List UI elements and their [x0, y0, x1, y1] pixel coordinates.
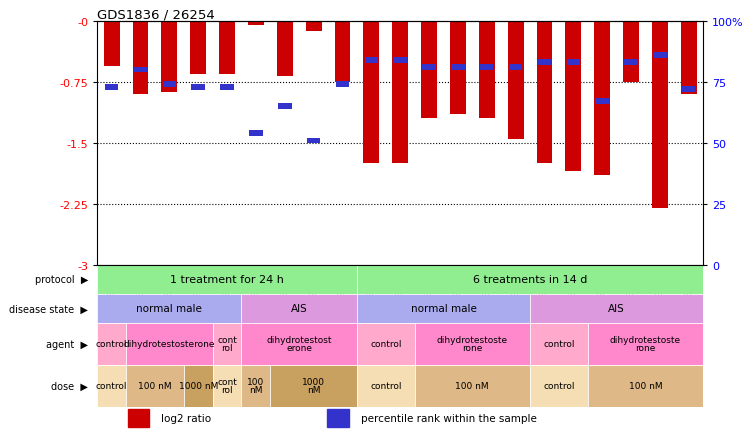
Bar — [126, 365, 184, 407]
Bar — [357, 265, 703, 294]
Bar — [105, 85, 118, 90]
Bar — [653, 53, 666, 59]
Bar — [566, 60, 580, 66]
Text: AIS: AIS — [608, 304, 625, 314]
Bar — [132, 22, 148, 95]
Bar — [162, 22, 177, 93]
Bar — [480, 65, 494, 71]
Bar — [530, 323, 588, 365]
Bar — [212, 365, 242, 407]
Bar — [184, 365, 212, 407]
Bar — [336, 82, 349, 88]
Bar — [357, 294, 530, 323]
Bar — [277, 22, 292, 77]
Bar — [162, 82, 176, 88]
Bar — [479, 22, 494, 119]
Text: control: control — [96, 339, 127, 349]
Bar — [625, 60, 638, 66]
Bar — [450, 22, 466, 115]
Bar — [393, 58, 407, 63]
Bar — [530, 365, 588, 407]
Bar — [242, 365, 270, 407]
Bar — [623, 22, 639, 82]
Bar — [414, 365, 530, 407]
Text: cont
rol: cont rol — [217, 377, 237, 395]
Bar — [249, 131, 263, 137]
Bar — [565, 22, 581, 172]
Bar — [134, 68, 147, 73]
Bar — [588, 365, 703, 407]
Bar — [191, 85, 205, 90]
Bar — [306, 22, 322, 31]
Text: dihydrotestoste
rone: dihydrotestoste rone — [437, 335, 508, 353]
Bar — [248, 22, 264, 26]
Text: AIS: AIS — [291, 304, 307, 314]
Bar — [212, 323, 242, 365]
Bar — [97, 265, 357, 294]
Text: cont
rol: cont rol — [217, 335, 237, 353]
Bar — [278, 104, 292, 110]
Text: control: control — [543, 339, 574, 349]
Bar — [509, 65, 522, 71]
Bar — [392, 22, 408, 164]
Bar — [682, 87, 696, 93]
Bar — [594, 22, 610, 176]
Text: dose  ▶: dose ▶ — [52, 381, 88, 391]
Bar — [681, 22, 696, 95]
Bar — [242, 294, 357, 323]
Bar — [364, 58, 378, 63]
Bar — [421, 22, 437, 119]
Bar — [97, 323, 126, 365]
Bar — [97, 365, 126, 407]
Bar — [536, 22, 552, 164]
Bar — [530, 294, 703, 323]
Bar — [97, 294, 242, 323]
Bar — [357, 323, 414, 365]
Text: 6 treatments in 14 d: 6 treatments in 14 d — [473, 275, 587, 285]
Text: dihydrotestoste
rone: dihydrotestoste rone — [610, 335, 681, 353]
Text: control: control — [96, 381, 127, 391]
Text: 1000
nM: 1000 nM — [302, 377, 325, 395]
Bar — [328, 409, 349, 427]
Bar — [221, 85, 234, 90]
Bar — [364, 22, 379, 164]
Bar — [538, 60, 551, 66]
Bar — [104, 22, 120, 66]
Bar — [595, 99, 609, 105]
Text: 100 nM: 100 nM — [138, 381, 172, 391]
Bar — [334, 22, 350, 82]
Text: dihydrotestosterone: dihydrotestosterone — [123, 339, 215, 349]
Text: 100 nM: 100 nM — [456, 381, 489, 391]
Bar — [127, 409, 149, 427]
Bar — [270, 365, 357, 407]
Text: 100
nM: 100 nM — [248, 377, 265, 395]
Text: percentile rank within the sample: percentile rank within the sample — [361, 413, 536, 423]
Text: disease state  ▶: disease state ▶ — [9, 304, 88, 314]
Bar — [242, 323, 357, 365]
Bar — [219, 22, 235, 75]
Text: 1 treatment for 24 h: 1 treatment for 24 h — [170, 275, 284, 285]
Bar — [126, 323, 212, 365]
Bar — [423, 65, 436, 71]
Bar — [508, 22, 524, 139]
Bar — [451, 65, 465, 71]
Text: 1000 nM: 1000 nM — [179, 381, 218, 391]
Bar — [414, 323, 530, 365]
Text: 100 nM: 100 nM — [628, 381, 662, 391]
Bar — [307, 138, 320, 144]
Text: agent  ▶: agent ▶ — [46, 339, 88, 349]
Text: GDS1836 / 26254: GDS1836 / 26254 — [97, 9, 215, 22]
Text: normal male: normal male — [136, 304, 202, 314]
Text: log2 ratio: log2 ratio — [161, 413, 211, 423]
Text: normal male: normal male — [411, 304, 476, 314]
Text: control: control — [370, 339, 402, 349]
Bar — [190, 22, 206, 75]
Text: protocol  ▶: protocol ▶ — [34, 275, 88, 285]
Text: control: control — [370, 381, 402, 391]
Bar — [652, 22, 668, 208]
Bar — [357, 365, 414, 407]
Bar — [588, 323, 703, 365]
Text: control: control — [543, 381, 574, 391]
Text: dihydrotestost
erone: dihydrotestost erone — [266, 335, 332, 353]
